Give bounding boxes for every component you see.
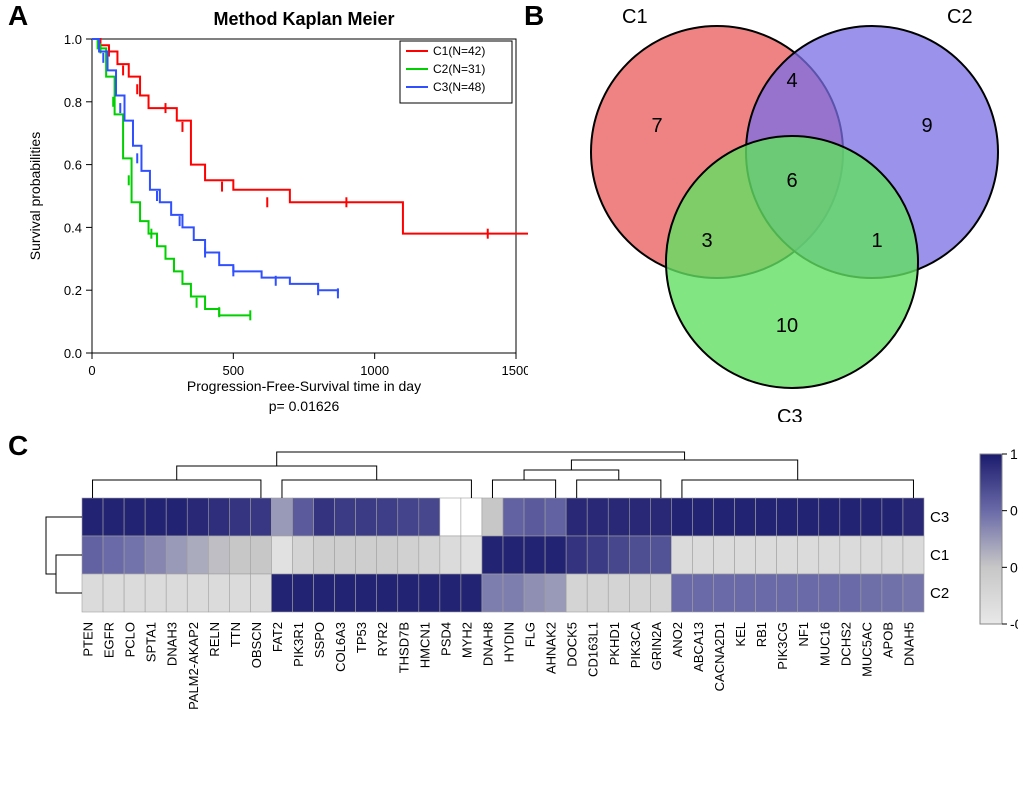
- svg-text:COL6A3: COL6A3: [333, 622, 348, 672]
- svg-text:PIK3R1: PIK3R1: [291, 622, 306, 667]
- svg-text:0.6: 0.6: [64, 158, 82, 173]
- svg-text:3: 3: [701, 230, 712, 252]
- svg-text:RELN: RELN: [207, 622, 222, 657]
- svg-text:FAT2: FAT2: [270, 622, 285, 652]
- svg-text:DOCK5: DOCK5: [565, 622, 580, 667]
- svg-text:FLG: FLG: [523, 622, 538, 647]
- svg-text:6: 6: [786, 170, 797, 192]
- svg-text:0: 0: [88, 363, 95, 378]
- svg-text:MUC5AC: MUC5AC: [859, 622, 874, 677]
- svg-text:SSPO: SSPO: [312, 622, 327, 658]
- svg-text:MUC16: MUC16: [817, 622, 832, 666]
- svg-text:Progression-Free-Survival time: Progression-Free-Survival time in day: [187, 378, 421, 394]
- svg-text:C2(N=31): C2(N=31): [433, 62, 485, 76]
- svg-text:10: 10: [776, 315, 798, 337]
- svg-text:ANO2: ANO2: [670, 622, 685, 657]
- svg-text:p= 0.01626: p= 0.01626: [269, 398, 340, 414]
- svg-text:-0.5: -0.5: [1010, 616, 1018, 632]
- svg-text:9: 9: [921, 115, 932, 137]
- svg-text:GRIN2A: GRIN2A: [649, 622, 664, 671]
- svg-text:PIK3CA: PIK3CA: [628, 622, 643, 669]
- svg-text:1: 1: [1010, 446, 1018, 462]
- svg-text:Survival probabilities: Survival probabilities: [27, 132, 43, 260]
- venn-diagram: C1 C2 C3 7 9 10 4 3 1 6: [532, 2, 1020, 422]
- svg-text:CD163L1: CD163L1: [586, 622, 601, 677]
- km-plot: Method Kaplan Meier 0 500 1000 1500 0.0 0.2 0.4…: [20, 5, 528, 425]
- svg-text:0.2: 0.2: [64, 283, 82, 298]
- svg-text:0: 0: [1010, 559, 1018, 575]
- svg-text:MYH2: MYH2: [459, 622, 474, 658]
- svg-text:TP53: TP53: [354, 622, 369, 653]
- svg-text:THSD7B: THSD7B: [396, 622, 411, 673]
- svg-text:CACNA2D1: CACNA2D1: [712, 622, 727, 691]
- svg-text:1000: 1000: [360, 363, 389, 378]
- svg-text:DCHS2: DCHS2: [838, 622, 853, 666]
- svg-text:C2: C2: [947, 6, 973, 28]
- svg-text:Method Kaplan Meier: Method Kaplan Meier: [213, 9, 394, 29]
- svg-text:HYDIN: HYDIN: [502, 622, 517, 662]
- svg-text:7: 7: [651, 115, 662, 137]
- svg-text:C2: C2: [930, 585, 949, 602]
- svg-text:DNAH5: DNAH5: [901, 622, 916, 666]
- svg-text:PIK3CG: PIK3CG: [775, 622, 790, 670]
- svg-text:1500: 1500: [502, 363, 528, 378]
- svg-text:4: 4: [786, 70, 797, 92]
- svg-text:PTEN: PTEN: [81, 622, 96, 657]
- heatmap: C3 C1 C2 PTEN EGFR PCLO SPTA1 DNAH3 PALM2-AKAP2 R…: [2, 440, 1018, 782]
- svg-text:C1(N=42): C1(N=42): [433, 44, 485, 58]
- svg-text:1.0: 1.0: [64, 32, 82, 47]
- svg-text:ABCA13: ABCA13: [691, 622, 706, 672]
- svg-text:1: 1: [871, 230, 882, 252]
- svg-text:C1: C1: [622, 6, 648, 28]
- svg-text:RYR2: RYR2: [375, 622, 390, 656]
- svg-text:RB1: RB1: [754, 622, 769, 647]
- svg-text:0.5: 0.5: [1010, 503, 1018, 519]
- svg-text:0.8: 0.8: [64, 95, 82, 110]
- svg-text:DNAH8: DNAH8: [480, 622, 495, 666]
- svg-text:PKHD1: PKHD1: [607, 622, 622, 665]
- svg-text:NF1: NF1: [796, 622, 811, 647]
- svg-text:SPTA1: SPTA1: [144, 622, 159, 662]
- svg-text:0.0: 0.0: [64, 346, 82, 361]
- svg-text:EGFR: EGFR: [102, 622, 117, 658]
- svg-text:PALM2-AKAP2: PALM2-AKAP2: [186, 622, 201, 710]
- svg-text:HMCN1: HMCN1: [417, 622, 432, 668]
- svg-text:PCLO: PCLO: [123, 622, 138, 657]
- svg-text:500: 500: [222, 363, 244, 378]
- svg-text:PSD4: PSD4: [438, 622, 453, 656]
- svg-text:C3(N=48): C3(N=48): [433, 80, 485, 94]
- svg-text:C1: C1: [930, 547, 949, 564]
- svg-text:C3: C3: [777, 406, 803, 422]
- svg-text:TTN: TTN: [228, 622, 243, 647]
- svg-text:OBSCN: OBSCN: [249, 622, 264, 668]
- svg-text:DNAH3: DNAH3: [165, 622, 180, 666]
- svg-text:C3: C3: [930, 509, 949, 526]
- svg-text:KEL: KEL: [733, 622, 748, 647]
- svg-text:0.4: 0.4: [64, 220, 82, 235]
- svg-text:APOB: APOB: [880, 622, 895, 658]
- svg-text:AHNAK2: AHNAK2: [544, 622, 559, 674]
